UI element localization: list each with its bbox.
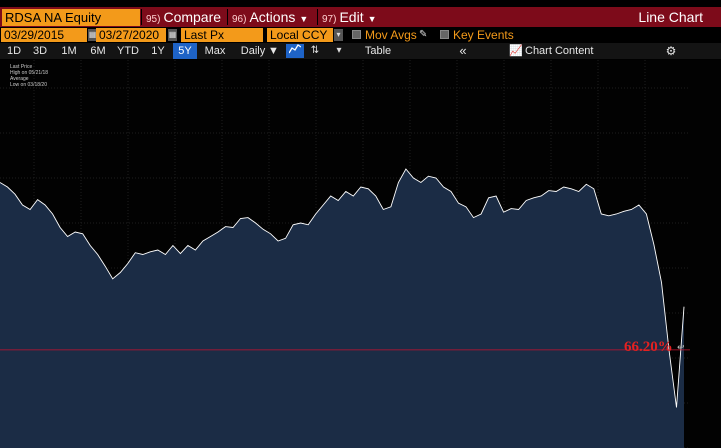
legend-low: Low on 03/18/20 [10, 82, 47, 88]
legend: Last Price High on 05/21/18 Average Low … [10, 64, 48, 88]
mov-avgs-label: Mov Avgs [365, 28, 417, 42]
table-button[interactable]: Table [364, 45, 392, 57]
period-bar: 1D 3D 1M 6M YTD 1Y 5Y Max Daily ▼ ⇅ ▾ Ta… [0, 43, 721, 59]
currency-select[interactable]: Local CCY [267, 28, 333, 42]
key-events-label: Key Events [453, 28, 514, 42]
tab-max[interactable]: Max [204, 45, 226, 57]
chart-content-button[interactable]: Chart Content [525, 45, 594, 57]
actions-label: Actions [249, 9, 296, 25]
field-select[interactable]: Last Px [181, 28, 263, 42]
chart-type-title: Line Chart [638, 9, 703, 25]
chart-canvas: Last Price High on 05/21/18 Average Low … [0, 60, 721, 448]
title-bar: RDSA NA Equity 95) Compare 96) Actions ▼ 97… [0, 7, 721, 27]
chevron-down-icon[interactable]: ▾ [334, 29, 343, 41]
legend-high: High on 05/21/18 [10, 70, 48, 76]
compare-label: Compare [163, 9, 222, 25]
tab-1y[interactable]: 1Y [151, 45, 165, 57]
tab-3d[interactable]: 3D [32, 45, 48, 57]
gear-icon[interactable]: ⚙ [665, 44, 677, 58]
pencil-icon[interactable]: ✎ [419, 29, 428, 40]
chevron-down-icon[interactable]: ▾ [336, 45, 342, 56]
compare-button[interactable]: 95) Compare [146, 8, 221, 26]
separator [227, 9, 228, 25]
end-date-field[interactable]: 03/27/2020 [96, 28, 166, 42]
chevron-down-icon[interactable]: ▼ [268, 45, 279, 57]
bar-chart-icon[interactable]: ⇅ [310, 45, 320, 56]
calendar-icon[interactable]: ▦ [168, 29, 177, 41]
chevron-down-icon: ▼ [367, 14, 377, 24]
compare-num: 95) [146, 14, 161, 25]
tab-5y[interactable]: 5Y [173, 43, 197, 59]
tab-1d[interactable]: 1D [6, 45, 22, 57]
key-events-checkbox[interactable] [440, 30, 449, 39]
chevron-down-icon: ▼ [299, 14, 309, 24]
params-bar: 03/29/2015 ▦ - 03/27/2020 ▦ Last Px Loca… [0, 28, 721, 43]
tab-1m[interactable]: 1M [61, 45, 77, 57]
legend-last-price: Last Price [10, 64, 32, 70]
edit-label: Edit [339, 9, 364, 25]
security-field[interactable]: RDSA NA Equity [2, 9, 140, 26]
separator [317, 9, 318, 25]
collapse-icon[interactable]: « [459, 43, 467, 58]
calendar-icon[interactable]: ▦ [88, 29, 97, 41]
tab-ytd[interactable]: YTD [117, 45, 139, 57]
mov-avgs-checkbox[interactable] [352, 30, 361, 39]
chart-content-icon: 📈 [509, 45, 523, 57]
separator [141, 9, 142, 25]
actions-num: 96) [232, 14, 247, 25]
tab-6m[interactable]: 6M [90, 45, 106, 57]
actions-button[interactable]: 96) Actions ▼ [232, 8, 308, 26]
drawdown-annotation: 66.20% [624, 339, 673, 355]
price-line [0, 168, 685, 408]
line-chart-icon[interactable] [286, 44, 304, 58]
start-date-field[interactable]: 03/29/2015 [1, 28, 87, 42]
price-chart: Last Price High on 05/21/18 Average Low … [0, 60, 721, 448]
edit-button[interactable]: 97) Edit ▼ [322, 8, 377, 26]
return-arrow-icon: ↩ [677, 342, 685, 352]
price-area [0, 169, 684, 448]
frequency-select[interactable]: Daily [240, 45, 266, 57]
edit-num: 97) [322, 14, 337, 25]
legend-average: Average [10, 76, 29, 82]
